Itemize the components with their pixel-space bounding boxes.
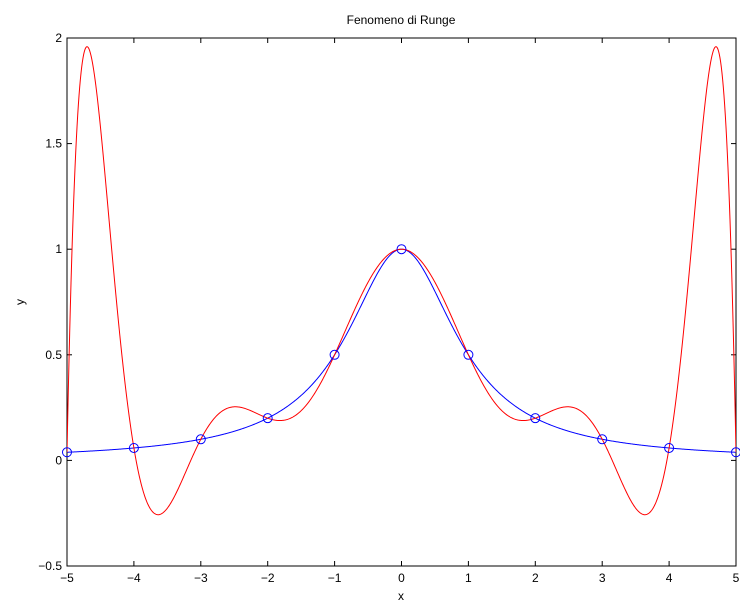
axes-box <box>67 38 736 566</box>
y-tick-label: 1.5 <box>45 137 62 151</box>
y-axis-label: y <box>13 299 27 305</box>
x-tick-label: −4 <box>127 571 141 585</box>
x-tick-label: 4 <box>666 571 673 585</box>
y-tick-label: −0.5 <box>38 559 62 573</box>
x-tick-label: −2 <box>261 571 275 585</box>
plot-area: −5 −4 −3 −2 −1 0 1 2 3 4 5 −0.5 0 0.5 1 1.5 2 <box>38 31 740 585</box>
x-axis-label: x <box>398 589 404 603</box>
x-tick-label: −3 <box>194 571 208 585</box>
chart-title: Fenomeno di Runge <box>347 13 456 27</box>
y-tick-label: 0.5 <box>45 348 62 362</box>
x-tick-label: −1 <box>328 571 342 585</box>
y-tick-label: 1 <box>55 242 62 256</box>
y-tick-label: 0 <box>55 453 62 467</box>
x-tick-label: 0 <box>398 571 405 585</box>
runge-function-line <box>67 249 736 452</box>
x-tick-label: −5 <box>60 571 74 585</box>
y-tick-label: 2 <box>55 31 62 45</box>
x-tick-label: 5 <box>733 571 740 585</box>
x-tick-label: 1 <box>465 571 472 585</box>
x-tick-label: 2 <box>532 571 539 585</box>
x-tick-label: 3 <box>599 571 606 585</box>
